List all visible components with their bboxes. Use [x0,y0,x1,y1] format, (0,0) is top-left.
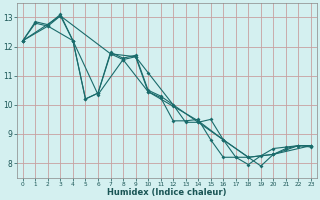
X-axis label: Humidex (Indice chaleur): Humidex (Indice chaleur) [107,188,227,197]
